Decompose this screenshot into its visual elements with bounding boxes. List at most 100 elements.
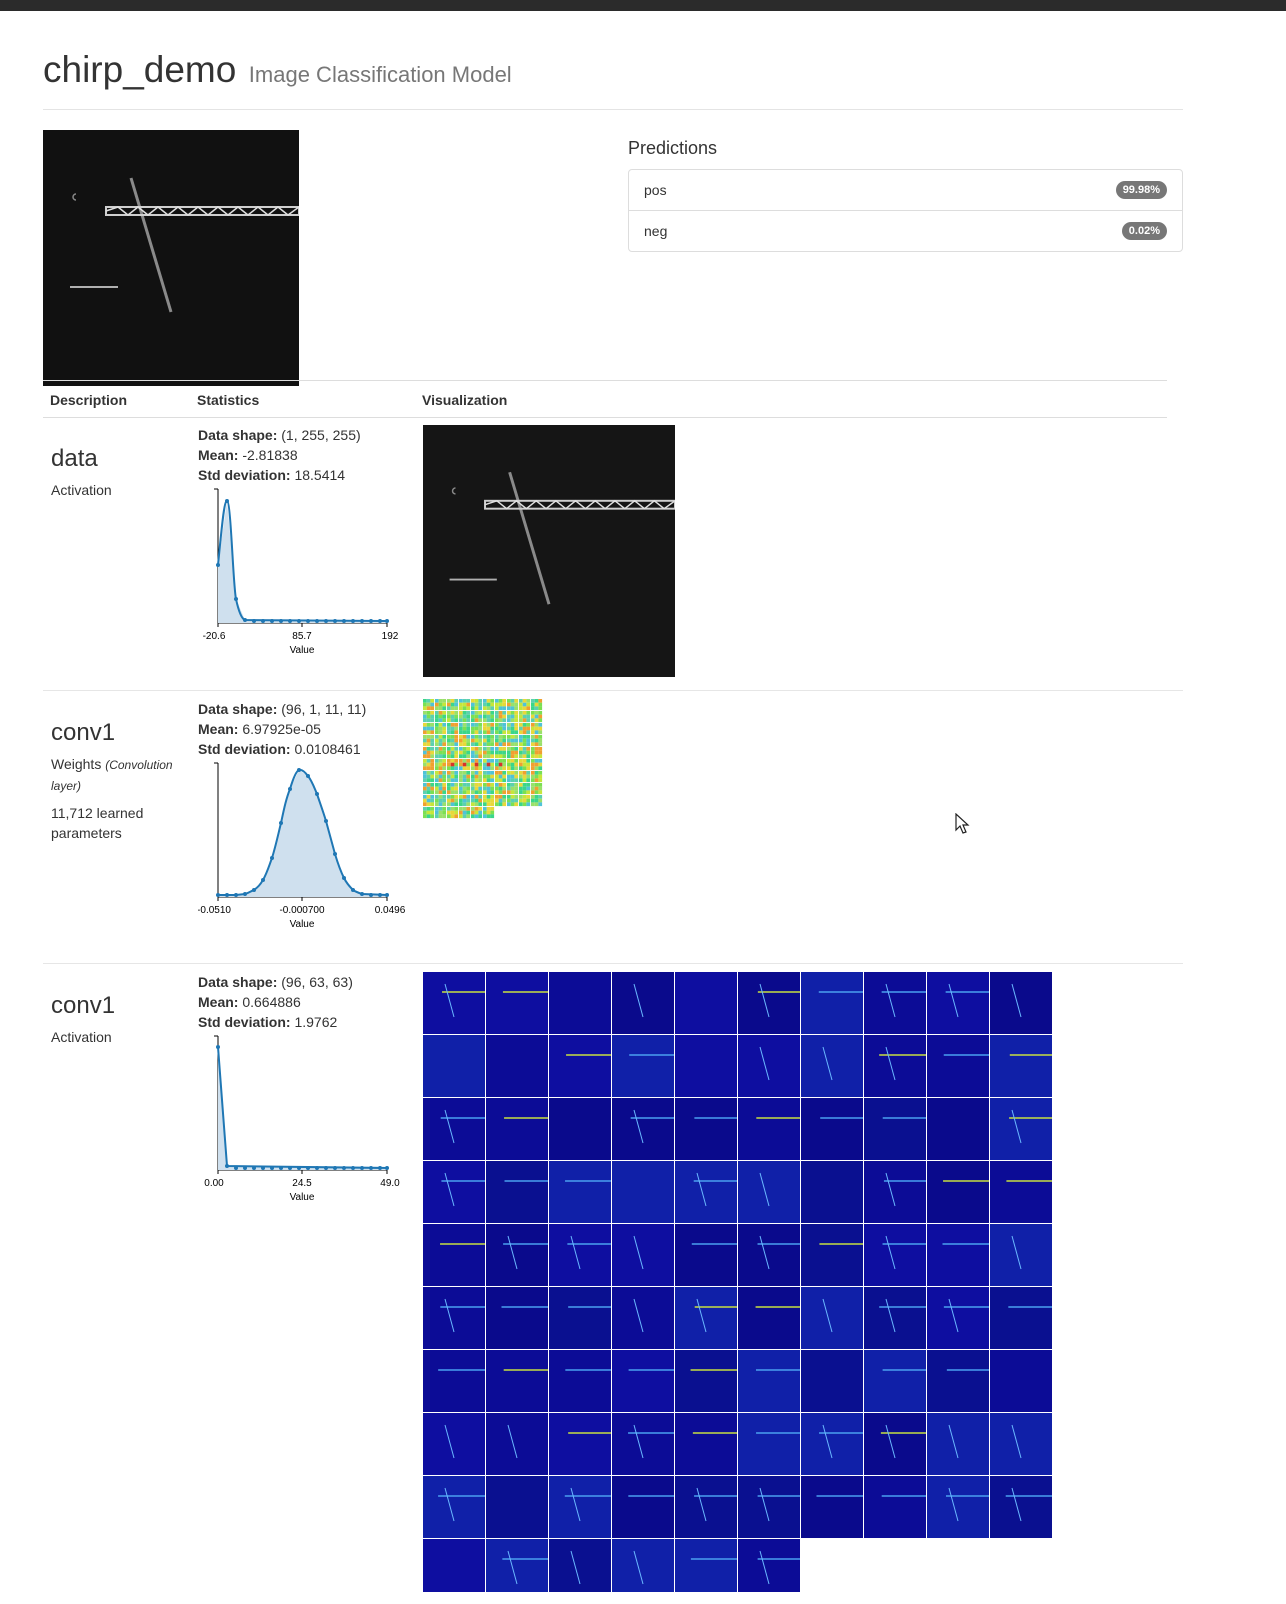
- mean-value: 0.664886: [242, 994, 301, 1010]
- activation-tile: [675, 972, 737, 1034]
- prediction-label: pos: [644, 182, 667, 198]
- activation-tile: [612, 1098, 674, 1160]
- activation-tile: [675, 1287, 737, 1349]
- std-label: Std deviation:: [198, 467, 291, 483]
- filter-tile: [495, 771, 507, 783]
- activation-tile: [738, 1413, 800, 1475]
- activation-tile: [738, 1539, 800, 1592]
- activation-tile: [549, 1224, 611, 1286]
- filter-tile: [447, 723, 459, 735]
- filter-tile: [471, 759, 483, 771]
- filter-tile: [459, 735, 471, 747]
- filter-tile: [447, 759, 459, 771]
- activation-tile: [864, 1035, 926, 1097]
- layer-kind: Weights (Convolution layer): [51, 754, 181, 796]
- filter-tile: [519, 723, 531, 735]
- filter-tile: [519, 735, 531, 747]
- shape-label: Data shape:: [198, 701, 278, 717]
- activation-tile: [801, 1224, 863, 1286]
- filter-tile: [495, 759, 507, 771]
- activation-tile: [675, 1476, 737, 1538]
- prediction-label: neg: [644, 223, 668, 239]
- filter-tile: [531, 759, 543, 771]
- layers-table-header: Description Statistics Visualization: [43, 380, 1167, 418]
- activation-visualization: [423, 972, 1052, 1592]
- activation-tile: [486, 1224, 548, 1286]
- filter-tile: [459, 807, 471, 819]
- layer-row-conv1-activation: conv1 Activation Data shape: (96, 63, 63…: [43, 964, 1183, 1604]
- shape-label: Data shape:: [198, 974, 278, 990]
- filter-tile: [447, 795, 459, 807]
- activation-tile: [423, 1539, 485, 1592]
- histogram-chart: -20.6 85.7 192 Value: [203, 488, 399, 656]
- filter-tile: [471, 771, 483, 783]
- filter-tile: [483, 747, 495, 759]
- activation-tile: [675, 1224, 737, 1286]
- filter-tile: [531, 699, 543, 711]
- std-value: 0.0108461: [294, 741, 361, 757]
- filter-tile: [483, 783, 495, 795]
- activation-tile: [612, 1350, 674, 1412]
- activation-tile: [990, 1287, 1052, 1349]
- filter-tile: [435, 711, 447, 723]
- activation-tile: [675, 1098, 737, 1160]
- hist-tick: -0.000700: [279, 905, 324, 916]
- activation-tile: [612, 1161, 674, 1223]
- activation-tile: [549, 1035, 611, 1097]
- layer-row-data: data Activation Data shape: (1, 255, 255…: [43, 417, 1183, 691]
- activation-tile: [549, 1539, 611, 1592]
- mean-value: -2.81838: [242, 447, 298, 463]
- weights-visualization: [423, 699, 543, 819]
- mean-value: 6.97925e-05: [242, 721, 321, 737]
- filter-tile: [483, 771, 495, 783]
- filter-tile: [507, 735, 519, 747]
- shape-label: Data shape:: [198, 427, 278, 443]
- filter-tile: [495, 747, 507, 759]
- activation-tile: [864, 1161, 926, 1223]
- predictions-list: pos 99.98% neg 0.02%: [628, 169, 1183, 252]
- filter-tile: [423, 807, 435, 819]
- filter-tile: [483, 735, 495, 747]
- activation-tile: [423, 1476, 485, 1538]
- mouse-cursor-icon: [955, 813, 970, 834]
- predictions-title: Predictions: [628, 138, 718, 158]
- col-visualization: Visualization: [422, 392, 508, 408]
- filter-tile: [423, 723, 435, 735]
- col-statistics: Statistics: [197, 392, 260, 408]
- filter-tile: [447, 735, 459, 747]
- layer-kind-note: (Convolution layer): [51, 758, 173, 793]
- filter-tile: [423, 747, 435, 759]
- layer-name: conv1: [51, 992, 116, 1019]
- filter-tile: [507, 795, 519, 807]
- activation-tile: [486, 1035, 548, 1097]
- filter-tile: [519, 771, 531, 783]
- activation-tile: [423, 1098, 485, 1160]
- activation-tile: [864, 1224, 926, 1286]
- prediction-badge: 0.02%: [1121, 222, 1167, 240]
- activation-tile: [612, 972, 674, 1034]
- shape-value: (96, 1, 11, 11): [281, 701, 367, 717]
- mean-label: Mean:: [198, 721, 239, 737]
- activation-tile: [738, 1287, 800, 1349]
- activation-tile: [549, 972, 611, 1034]
- filter-tile: [507, 699, 519, 711]
- activation-tile: [990, 1224, 1052, 1286]
- hist-tick: -0.0510: [198, 905, 231, 916]
- activation-tile: [423, 1161, 485, 1223]
- filter-tile: [519, 699, 531, 711]
- filter-tile: [423, 711, 435, 723]
- activation-tile: [801, 1161, 863, 1223]
- filter-tile: [459, 723, 471, 735]
- input-image: [43, 130, 299, 386]
- activation-tile: [927, 972, 989, 1034]
- activation-tile: [486, 972, 548, 1034]
- activation-tile: [486, 1287, 548, 1349]
- filter-tile: [435, 783, 447, 795]
- filter-tile: [483, 699, 495, 711]
- activation-tile: [486, 1476, 548, 1538]
- activation-tile: [675, 1413, 737, 1475]
- mean-label: Mean:: [198, 994, 239, 1010]
- activation-tile: [612, 1413, 674, 1475]
- filter-tile: [483, 723, 495, 735]
- filter-tile: [447, 699, 459, 711]
